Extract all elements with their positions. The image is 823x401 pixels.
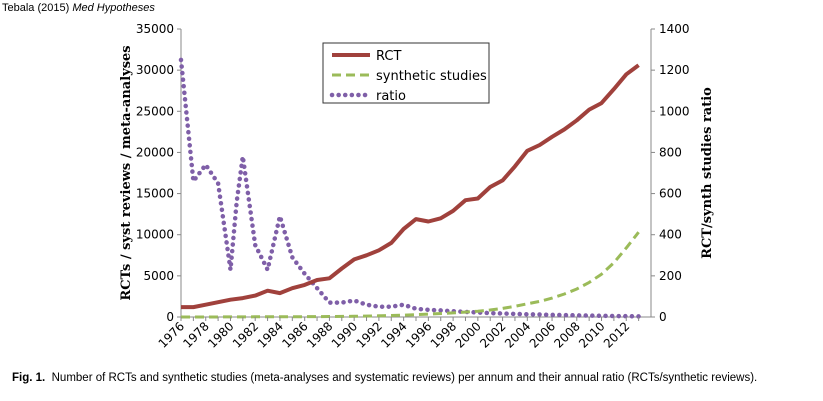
citation-authors: Tebala (2015): [2, 2, 70, 14]
y-left-tick-label: 30000: [136, 63, 174, 77]
x-tick-label: 1986: [279, 319, 310, 350]
x-tick-label: 2000: [452, 319, 483, 350]
y-left-tick-label: 10000: [136, 228, 174, 242]
x-tick-label: 1994: [378, 319, 409, 350]
x-tick-label: 1982: [230, 319, 261, 350]
x-tick-label: 2012: [601, 319, 632, 350]
y-axis-left-title: RCTs / syst reviews / meta-analyses: [119, 45, 134, 300]
x-tick-label: 2002: [477, 319, 508, 350]
caption-text: Number of RCTs and synthetic studies (me…: [51, 372, 758, 384]
y-left-tick-label: 35000: [136, 22, 174, 36]
y-right-tick-label: 1400: [659, 22, 690, 36]
x-tick-label: 1988: [304, 319, 335, 350]
figure-caption: Fig. 1. Number of RCTs and synthetic stu…: [12, 372, 817, 384]
series-ratio-line: [178, 57, 641, 319]
y-left-tick-label: 15000: [136, 187, 174, 201]
x-tick-label: 2010: [576, 319, 607, 350]
x-tick-label: 1976: [156, 319, 187, 350]
legend-label-rct: RCT: [376, 49, 401, 64]
citation-journal: Med Hypotheses: [72, 2, 155, 14]
legend: RCT synthetic studies ratio: [322, 42, 490, 104]
series-rct-line: [181, 63, 640, 310]
legend-label-synthetic-studies: synthetic studies: [376, 69, 487, 84]
x-tick-label: 1992: [354, 319, 385, 350]
caption-label: Fig. 1.: [12, 372, 46, 384]
x-tick-label: 1990: [329, 319, 360, 350]
y-left-tick-label: 25000: [136, 104, 174, 118]
x-tick-label: 1998: [428, 319, 459, 350]
x-tick-label: 1984: [255, 319, 286, 350]
citation: Tebala (2015) Med Hypotheses: [2, 2, 155, 14]
series-layer: [178, 57, 641, 319]
y-axis-right-title: RCT/synth studies ratio: [700, 87, 715, 259]
y-right-tick-label: 200: [659, 269, 682, 283]
series-synthetic-studies-line: [181, 231, 640, 319]
x-tick-label: 1996: [403, 319, 434, 350]
y-right-tick-label: 1000: [659, 104, 690, 118]
y-right-tick-label: 800: [659, 145, 682, 159]
x-tick-label: 2008: [551, 319, 582, 350]
y-left-tick-label: 0: [166, 310, 174, 324]
y-left-tick-label: 5000: [143, 269, 174, 283]
y-right-tick-label: 400: [659, 228, 682, 242]
x-tick-label: 2004: [502, 319, 533, 350]
y-right-tick-label: 600: [659, 187, 682, 201]
x-tick-label: 1978: [180, 319, 211, 350]
x-tick-label: 1980: [205, 319, 236, 350]
y-left-tick-label: 20000: [136, 145, 174, 159]
y-right-tick-label: 0: [659, 310, 667, 324]
y-right-tick-label: 1200: [659, 63, 690, 77]
legend-label-ratio: ratio: [376, 89, 406, 104]
x-tick-label: 2006: [527, 319, 558, 350]
